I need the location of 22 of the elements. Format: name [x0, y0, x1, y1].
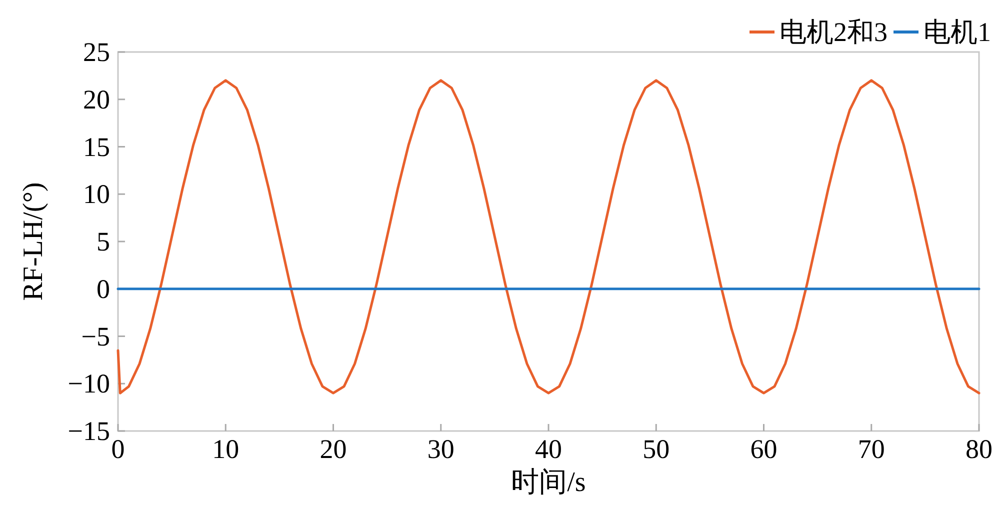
- x-tick-label: 70: [858, 434, 885, 464]
- y-tick-label: −15: [68, 416, 110, 446]
- y-tick-label: 20: [83, 84, 110, 114]
- y-tick-label: 25: [83, 37, 110, 67]
- legend-label: 电机1: [924, 17, 991, 47]
- legend-label: 电机2和3: [780, 17, 888, 47]
- x-tick-label: 30: [427, 434, 454, 464]
- y-tick-label: 10: [83, 179, 110, 210]
- x-tick-label: 10: [212, 434, 240, 464]
- x-tick-label: 50: [642, 434, 670, 464]
- y-tick-label: 5: [96, 226, 110, 256]
- x-tick-label: 60: [750, 434, 778, 464]
- x-tick-label: 40: [535, 434, 562, 464]
- x-axis-title: 时间/s: [511, 467, 586, 498]
- x-tick-label: 80: [966, 434, 992, 464]
- y-tick-label: −5: [81, 321, 110, 352]
- y-tick-label: 0: [96, 274, 110, 304]
- y-tick-label: 15: [83, 132, 110, 162]
- line-series: [116, 79, 980, 394]
- y-tick-label: −10: [68, 368, 110, 399]
- x-tick-label: 20: [320, 434, 347, 464]
- y-axis-title: RF-LH/(°): [18, 182, 49, 301]
